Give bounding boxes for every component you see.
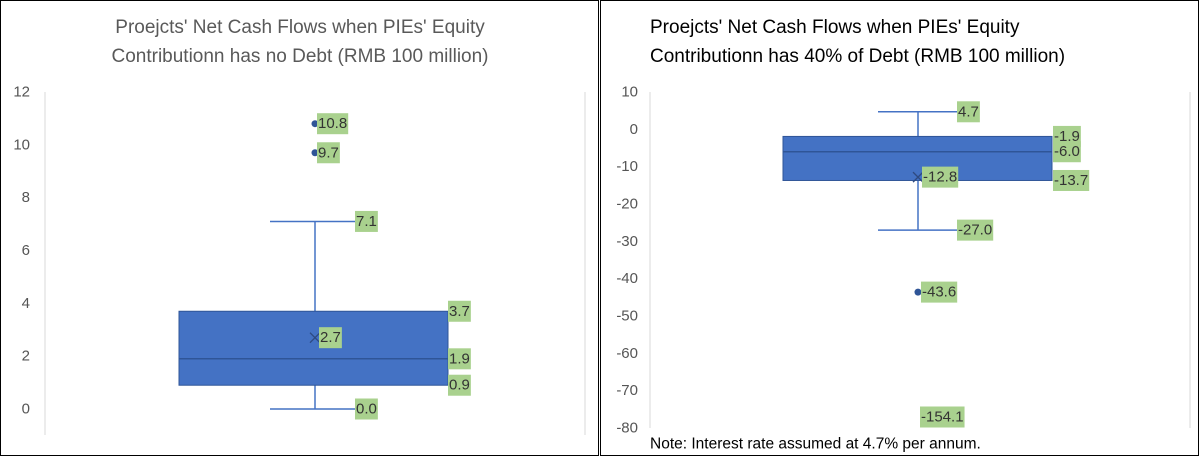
y-tick-label: 10 bbox=[13, 136, 30, 153]
y-tick-label: 6 bbox=[22, 242, 30, 259]
data-label-bg bbox=[319, 327, 342, 349]
data-label-bg bbox=[355, 398, 378, 420]
data-label-bg bbox=[921, 281, 958, 303]
y-tick-label: -70 bbox=[616, 382, 638, 399]
y-tick-label: -80 bbox=[616, 420, 638, 437]
data-label: 1.9 bbox=[449, 350, 470, 367]
y-tick-label: 2 bbox=[22, 348, 30, 365]
data-label-bg bbox=[448, 374, 471, 396]
data-label: 9.7 bbox=[318, 144, 339, 161]
mean-marker-b bbox=[912, 171, 924, 183]
left-chart-frame bbox=[0, 0, 599, 456]
iqr-box bbox=[178, 310, 449, 386]
y-tick-label: -50 bbox=[616, 308, 638, 325]
data-label: 0.9 bbox=[449, 377, 470, 394]
data-label-bg bbox=[355, 210, 378, 232]
outlier-point bbox=[311, 120, 319, 128]
chart-title-line-2: Contributionn has no Debt (RMB 100 milli… bbox=[111, 46, 488, 67]
data-label: -6.0 bbox=[1054, 143, 1080, 160]
data-label-bg bbox=[957, 219, 994, 241]
data-label-bg bbox=[920, 406, 965, 428]
y-tick-label: 8 bbox=[22, 189, 30, 206]
y-tick-label: -30 bbox=[616, 233, 638, 250]
data-label-bg bbox=[448, 348, 471, 370]
data-label-bg bbox=[1053, 141, 1081, 163]
iqr-box bbox=[782, 135, 1053, 181]
data-label: -43.6 bbox=[922, 284, 956, 301]
y-tick-label: 4 bbox=[22, 295, 30, 312]
y-tick-label: -60 bbox=[616, 345, 638, 362]
y-tick-label: -40 bbox=[616, 270, 638, 287]
note-text: Note: Interest rate assumed at 4.7% per … bbox=[650, 436, 981, 453]
outlier-point bbox=[311, 149, 319, 157]
outlier-point bbox=[914, 288, 922, 296]
chart-title-line-1: Proejcts' Net Cash Flows when PIEs' Equi… bbox=[650, 17, 1020, 38]
right-chart-frame bbox=[600, 0, 1199, 456]
data-label: -1.9 bbox=[1054, 128, 1080, 145]
chart-title-line-1: Proejcts' Net Cash Flows when PIEs' Equi… bbox=[115, 17, 485, 38]
data-label: 2.7 bbox=[320, 329, 341, 346]
data-label-bg bbox=[1053, 169, 1090, 191]
y-tick-label: -10 bbox=[616, 158, 638, 175]
y-tick-label: 10 bbox=[621, 84, 638, 101]
data-label: -12.8 bbox=[923, 169, 957, 186]
data-label: 3.7 bbox=[449, 303, 470, 320]
data-label: 4.7 bbox=[958, 103, 979, 120]
data-label: 0.0 bbox=[356, 401, 377, 418]
data-label: -154.1 bbox=[921, 409, 964, 426]
data-label: -27.0 bbox=[958, 222, 992, 239]
data-label: -13.7 bbox=[1054, 172, 1088, 189]
data-label: 7.1 bbox=[356, 213, 377, 230]
data-label-bg bbox=[317, 142, 340, 164]
data-label: 10.8 bbox=[318, 115, 347, 132]
y-tick-label: 0 bbox=[22, 401, 30, 418]
mean-marker-b bbox=[309, 332, 321, 344]
y-tick-label: 12 bbox=[13, 84, 30, 101]
data-label-bg bbox=[922, 166, 959, 188]
chart-title-line-2: Contributionn has 40% of Debt (RMB 100 m… bbox=[650, 46, 1065, 67]
y-tick-label: -20 bbox=[616, 196, 638, 213]
data-label-bg bbox=[448, 300, 471, 322]
data-label-bg bbox=[317, 113, 349, 135]
data-label-bg bbox=[957, 101, 980, 123]
y-tick-label: 0 bbox=[630, 121, 638, 138]
